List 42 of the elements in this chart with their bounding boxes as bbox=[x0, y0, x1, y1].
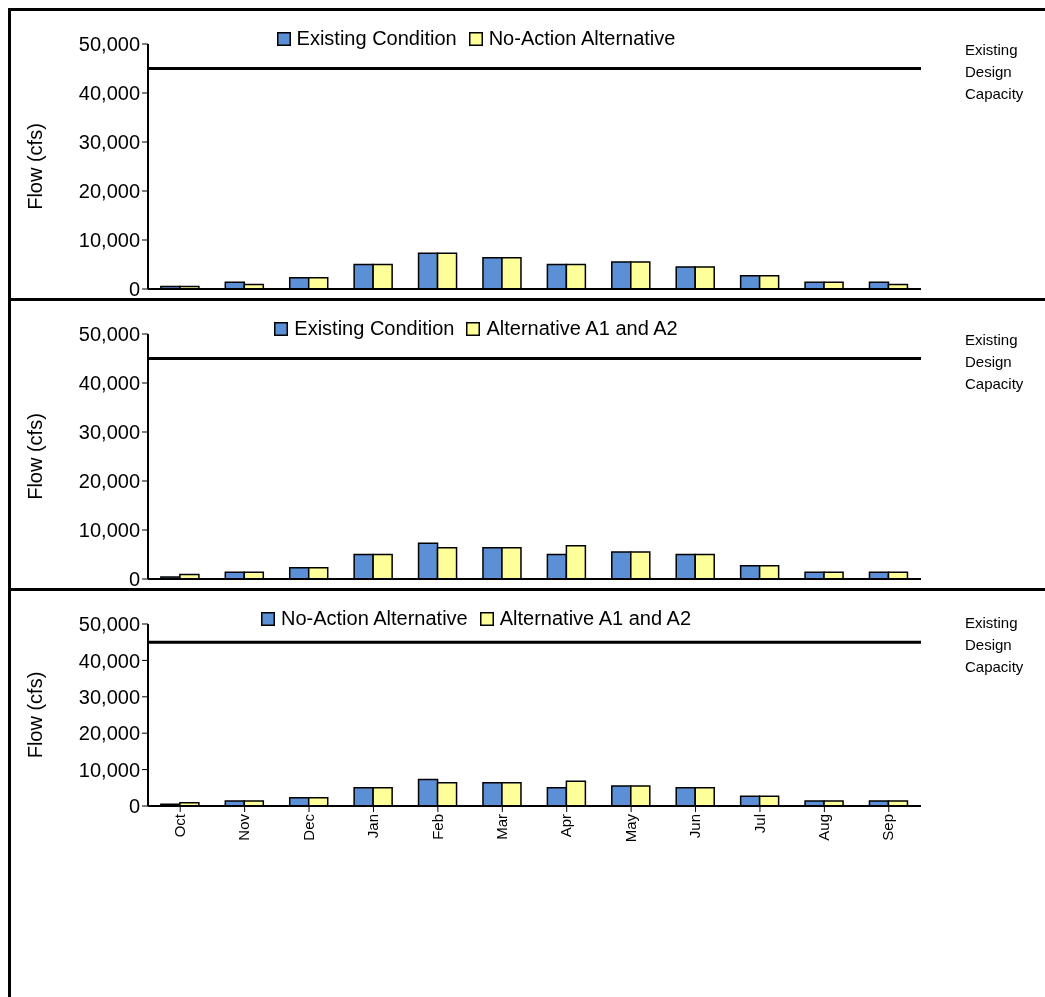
y-tick-label: 50,000 bbox=[78, 33, 140, 56]
legend-label: Alternative A1 and A2 bbox=[499, 607, 691, 630]
legend-label: No-Action Alternative bbox=[488, 27, 676, 50]
x-tick-label: Jun bbox=[686, 814, 704, 839]
y-axis-title: Flow (cfs) bbox=[24, 123, 47, 210]
x-tick-label: Jan bbox=[364, 814, 382, 839]
x-tick-label: Jul bbox=[750, 814, 768, 834]
y-tick-label: 30,000 bbox=[78, 685, 140, 708]
legend-label: Existing Condition bbox=[294, 317, 455, 340]
y-tick-label: 0 bbox=[128, 278, 140, 301]
y-tick-label: 20,000 bbox=[78, 180, 140, 203]
x-tick-label: Aug bbox=[815, 814, 833, 841]
x-tick-label: Mar bbox=[492, 814, 510, 840]
y-tick-label: 40,000 bbox=[78, 372, 140, 395]
x-tick-label: May bbox=[621, 813, 639, 843]
y-tick-label: 10,000 bbox=[78, 519, 140, 542]
y-tick-label: 10,000 bbox=[78, 758, 140, 781]
ref-line-label: Existing Design Capacity bbox=[965, 40, 1024, 102]
y-tick-label: 30,000 bbox=[78, 131, 140, 154]
ref-line-label: Existing Design Capacity bbox=[965, 614, 1024, 676]
y-tick-label: 40,000 bbox=[78, 649, 140, 672]
y-tick-label: 50,000 bbox=[78, 323, 140, 346]
y-tick-label: 20,000 bbox=[78, 470, 140, 493]
y-axis-title: Flow (cfs) bbox=[24, 671, 47, 759]
x-tick-label: Apr bbox=[557, 814, 575, 838]
y-tick-label: 30,000 bbox=[78, 421, 140, 444]
y-tick-label: 10,000 bbox=[78, 229, 140, 252]
y-axis-title: Flow (cfs) bbox=[24, 413, 47, 500]
y-tick-label: 50,000 bbox=[78, 613, 140, 636]
x-tick-label: Feb bbox=[428, 814, 446, 840]
y-tick-label: 0 bbox=[128, 795, 140, 818]
y-tick-label: 0 bbox=[128, 568, 140, 591]
x-tick-label: Dec bbox=[299, 813, 317, 841]
x-tick-label: Sep bbox=[879, 814, 897, 841]
y-tick-label: 20,000 bbox=[78, 722, 140, 745]
x-tick-label: Nov bbox=[235, 813, 253, 841]
legend-label: Existing Condition bbox=[296, 27, 457, 50]
ref-line-label: Existing Design Capacity bbox=[965, 330, 1024, 392]
y-tick-label: 40,000 bbox=[78, 82, 140, 105]
x-tick-label: Oct bbox=[170, 813, 188, 838]
legend-label: No-Action Alternative bbox=[280, 607, 468, 630]
legend-label: Alternative A1 and A2 bbox=[486, 317, 678, 340]
